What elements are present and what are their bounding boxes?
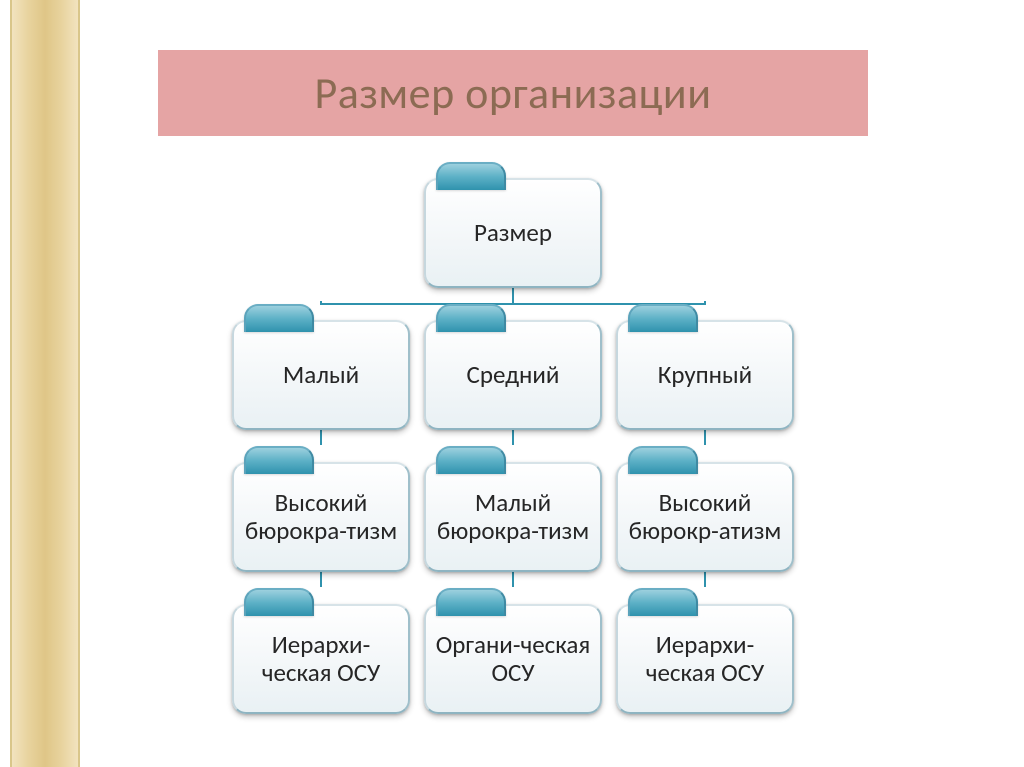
node-tab — [244, 304, 314, 332]
tree-node: Крупный — [616, 320, 794, 430]
node-tab — [436, 446, 506, 474]
tree-node: Размер — [424, 178, 602, 288]
node-tab — [628, 588, 698, 616]
node-label: Малый бюрокра-тизм — [434, 489, 592, 545]
node-tab — [436, 162, 506, 190]
node-label: Малый — [283, 361, 359, 389]
tree-node: Средний — [424, 320, 602, 430]
node-label: Высокий бюрокр-атизм — [626, 489, 784, 545]
node-label: Крупный — [658, 361, 752, 389]
node-tab — [436, 588, 506, 616]
tree-node: Иерархи-ческая ОСУ — [232, 604, 410, 714]
tree-node: Органи-ческая ОСУ — [424, 604, 602, 714]
tree-node: Высокий бюрокра-тизм — [232, 462, 410, 572]
tree-node: Малый бюрокра-тизм — [424, 462, 602, 572]
node-label: Размер — [474, 219, 552, 247]
node-label: Высокий бюрокра-тизм — [242, 489, 400, 545]
node-label: Органи-ческая ОСУ — [434, 631, 592, 687]
node-tab — [628, 446, 698, 474]
node-tab — [436, 304, 506, 332]
tree-node: Малый — [232, 320, 410, 430]
node-label: Средний — [467, 361, 560, 389]
node-tab — [244, 588, 314, 616]
node-label: Иерархи-ческая ОСУ — [242, 631, 400, 687]
node-tab — [244, 446, 314, 474]
tree-node: Иерархи-ческая ОСУ — [616, 604, 794, 714]
tree-node: Высокий бюрокр-атизм — [616, 462, 794, 572]
org-size-tree: Размер Малый Средний Крупный Высокий бюрокра… — [0, 0, 1024, 767]
node-label: Иерархи-ческая ОСУ — [626, 631, 784, 687]
node-tab — [628, 304, 698, 332]
